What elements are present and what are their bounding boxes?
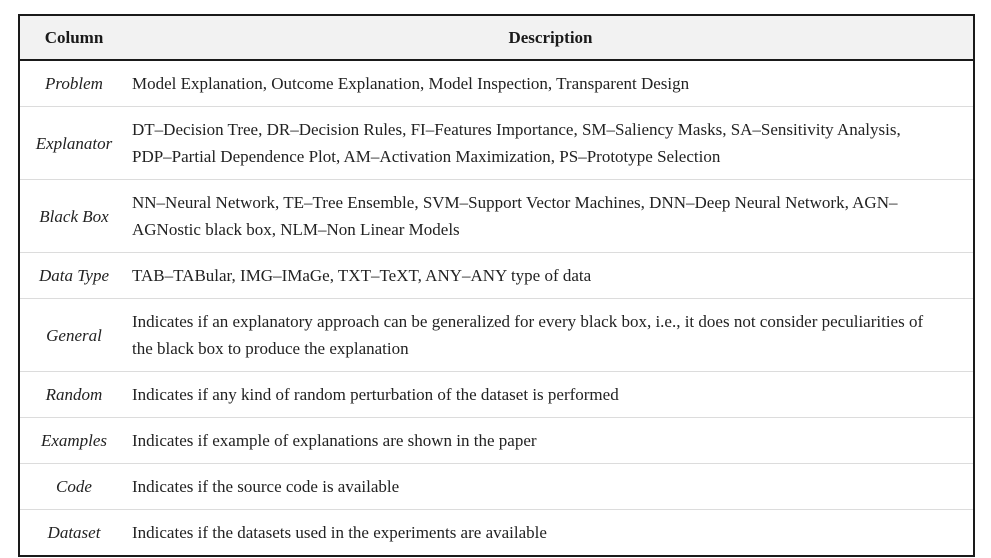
table-row: Dataset Indicates if the datasets used i… <box>20 509 973 555</box>
row-name: Explanator <box>20 106 128 180</box>
row-description: Indicates if any kind of random perturba… <box>128 371 973 418</box>
header-row: Column Description <box>20 16 973 61</box>
table-row: General Indicates if an explanatory appr… <box>20 298 973 372</box>
row-name: Code <box>20 463 128 510</box>
row-name: Data Type <box>20 252 128 299</box>
row-name: Examples <box>20 417 128 464</box>
row-name: Problem <box>45 74 103 93</box>
table-row: Code Indicates if the source code is ava… <box>20 463 973 510</box>
row-description: Indicates if the datasets used in the ex… <box>128 509 973 555</box>
row-description: Indicates if an explanatory approach can… <box>128 298 973 372</box>
row-name: General <box>20 298 128 372</box>
description-header: Description <box>128 16 973 61</box>
table-row: Examples Indicates if example of explana… <box>20 417 973 464</box>
column-header: Column <box>20 16 128 61</box>
row-description: TAB–TABular, IMG–IMaGe, TXT–TeXT, ANY–AN… <box>128 252 973 299</box>
legend-table: Column Description Problem Model Explana… <box>18 14 975 557</box>
table-header: Column Description <box>20 16 973 61</box>
table-row: Explanator DT–Decision Tree, DR–Decision… <box>20 106 973 180</box>
row-name: Random <box>20 371 128 418</box>
row-name: Dataset <box>20 509 128 555</box>
table-row: Black Box NN–Neural Network, TE–Tree Ens… <box>20 179 973 253</box>
row-description: Model Explanation, Outcome Explanation, … <box>132 74 690 93</box>
table-row: Data Type TAB–TABular, IMG–IMaGe, TXT–Te… <box>20 252 973 299</box>
table: Column Description Problem Model Explana… <box>20 16 973 555</box>
row-description: NN–Neural Network, TE–Tree Ensemble, SVM… <box>128 179 973 253</box>
row-description: DT–Decision Tree, DR–Decision Rules, FI–… <box>128 106 973 180</box>
row-name: Black Box <box>20 179 128 253</box>
table-row: Problem Model Explanation, Outcome Expla… <box>20 60 973 107</box>
table-row: Random Indicates if any kind of random p… <box>20 371 973 418</box>
table-body: Problem Model Explanation, Outcome Expla… <box>20 60 973 555</box>
row-description: Indicates if the source code is availabl… <box>128 463 973 510</box>
row-description: Indicates if example of explanations are… <box>128 417 973 464</box>
